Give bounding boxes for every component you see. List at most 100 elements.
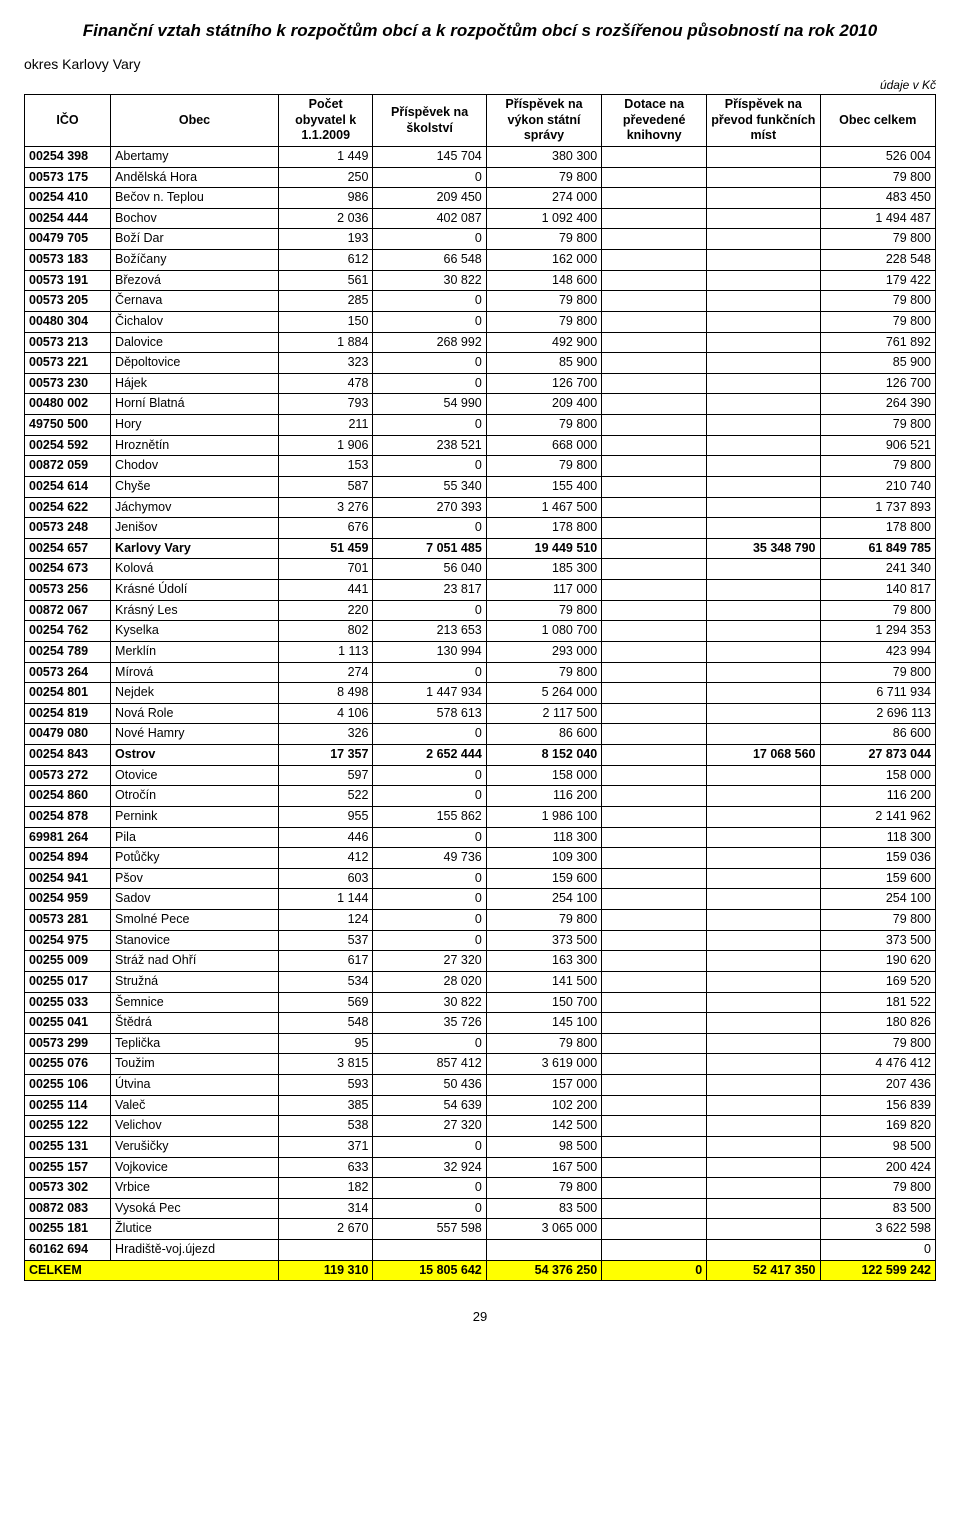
total-value: 122 599 242 [820,1260,936,1281]
cell-value: 986 [278,188,372,209]
cell-value: 0 [373,662,486,683]
cell-value: 51 459 [278,538,372,559]
cell-value [707,291,820,312]
cell-value: 446 [278,827,372,848]
cell-obec: Útvina [111,1075,279,1096]
cell-value: 761 892 [820,332,936,353]
cell-value: 95 [278,1033,372,1054]
cell-value: 150 [278,311,372,332]
table-row: 00254 657Karlovy Vary51 4597 051 48519 4… [25,538,936,559]
table-row: 00573 183Božíčany61266 548162 000228 548 [25,250,936,271]
total-value: 15 805 642 [373,1260,486,1281]
cell-value [602,662,707,683]
cell-value: 163 300 [486,951,601,972]
cell-value: 85 900 [486,353,601,374]
cell-value [602,167,707,188]
cell-obec: Hájek [111,373,279,394]
table-row: 00255 181Žlutice2 670557 5983 065 0003 6… [25,1219,936,1240]
cell-value: 54 990 [373,394,486,415]
cell-value: 178 800 [820,518,936,539]
cell-value [602,146,707,167]
table-row: 00872 059Chodov153079 80079 800 [25,456,936,477]
cell-value: 17 068 560 [707,745,820,766]
cell-value: 130 994 [373,641,486,662]
table-row: 00254 819Nová Role4 106578 6132 117 5002… [25,703,936,724]
cell-value: 0 [373,1033,486,1054]
cell-value: 4 476 412 [820,1054,936,1075]
cell-value: 66 548 [373,250,486,271]
cell-value [602,745,707,766]
cell-value: 98 500 [486,1136,601,1157]
cell-obec: Pernink [111,806,279,827]
cell-value [602,806,707,827]
cell-value: 3 622 598 [820,1219,936,1240]
cell-ico: 00573 299 [25,1033,111,1054]
cell-obec: Smolné Pece [111,910,279,931]
cell-obec: Černava [111,291,279,312]
cell-ico: 00573 272 [25,765,111,786]
table-row: 69981 264Pila4460118 300118 300 [25,827,936,848]
cell-value [707,497,820,518]
table-row: 00254 975Stanovice5370373 500373 500 [25,930,936,951]
cell-ico: 00479 080 [25,724,111,745]
cell-value [707,373,820,394]
cell-value: 0 [373,868,486,889]
cell-ico: 00255 009 [25,951,111,972]
cell-value: 597 [278,765,372,786]
cell-obec: Nová Role [111,703,279,724]
cell-value: 200 424 [820,1157,936,1178]
cell-value: 228 548 [820,250,936,271]
cell-value [602,1178,707,1199]
table-row: 00254 789Merklín1 113130 994293 000423 9… [25,641,936,662]
cell-value: 0 [373,1136,486,1157]
table-row: 00480 304Čichalov150079 80079 800 [25,311,936,332]
cell-value: 6 711 934 [820,683,936,704]
cell-value [707,1116,820,1137]
cell-value [602,1095,707,1116]
cell-value [707,250,820,271]
cell-value [602,250,707,271]
cell-value: 4 106 [278,703,372,724]
cell-value: 79 800 [820,456,936,477]
cell-value: 79 800 [486,1033,601,1054]
cell-obec: Štědrá [111,1013,279,1034]
table-row: 00254 614Chyše58755 340155 400210 740 [25,476,936,497]
cell-value [602,476,707,497]
cell-value [602,930,707,951]
cell-value [707,415,820,436]
cell-value: 802 [278,621,372,642]
cell-ico: 00254 398 [25,146,111,167]
cell-value [707,1075,820,1096]
cell-value: 0 [373,930,486,951]
cell-ico: 00573 281 [25,910,111,931]
cell-value [602,1054,707,1075]
cell-obec: Andělská Hora [111,167,279,188]
cell-value: 612 [278,250,372,271]
table-row: 00480 002Horní Blatná79354 990209 400264… [25,394,936,415]
cell-value: 0 [373,827,486,848]
table-row: 00254 444Bochov2 036402 0871 092 4001 49… [25,208,936,229]
cell-value: 264 390 [820,394,936,415]
cell-value: 213 653 [373,621,486,642]
cell-obec: Otročín [111,786,279,807]
cell-value: 268 992 [373,332,486,353]
cell-value: 83 500 [486,1198,601,1219]
table-row: 00255 017Stružná53428 020141 500169 520 [25,971,936,992]
cell-ico: 00255 076 [25,1054,111,1075]
cell-value [707,910,820,931]
table-row: 49750 500Hory211079 80079 800 [25,415,936,436]
cell-value: 145 100 [486,1013,601,1034]
cell-value: 79 800 [486,291,601,312]
cell-ico: 00573 191 [25,270,111,291]
cell-value: 79 800 [486,311,601,332]
cell-value: 220 [278,600,372,621]
cell-value: 79 800 [820,1178,936,1199]
cell-value: 167 500 [486,1157,601,1178]
cell-obec: Krásné Údolí [111,580,279,601]
cell-value: 35 348 790 [707,538,820,559]
table-row: 00255 106Útvina59350 436157 000207 436 [25,1075,936,1096]
cell-value: 150 700 [486,992,601,1013]
cell-value: 3 619 000 [486,1054,601,1075]
table-header-row: IČO Obec Počet obyvatel k 1.1.2009 Přísp… [25,95,936,147]
cell-value [486,1240,601,1261]
